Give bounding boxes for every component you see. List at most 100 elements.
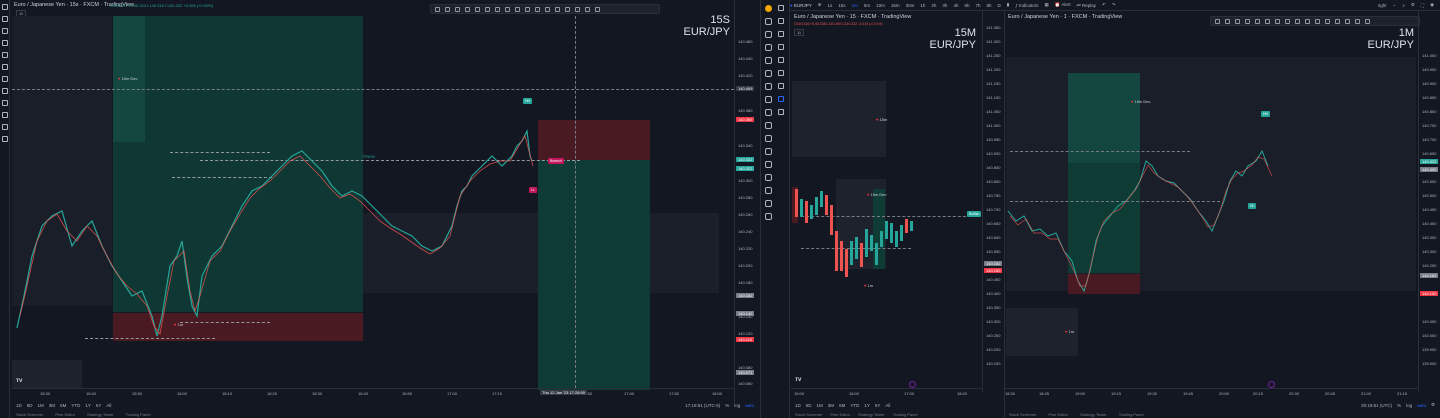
symbol-button[interactable]: ● EURJPY <box>790 2 812 8</box>
range-1m[interactable]: 1M <box>37 402 44 408</box>
channel-icon[interactable] <box>475 6 480 12</box>
brush-icon[interactable] <box>765 70 772 77</box>
range-1y[interactable]: 1Y <box>85 402 91 408</box>
range-5y[interactable]: 5Y <box>95 402 102 408</box>
eye-icon[interactable] <box>765 161 772 168</box>
grid-icon[interactable] <box>465 6 470 12</box>
settings-icon[interactable]: ⚙ <box>1430 402 1435 407</box>
grid-icon[interactable] <box>1245 18 1250 24</box>
note-icon[interactable] <box>1315 18 1320 24</box>
pattern-icon[interactable] <box>1 64 8 70</box>
arrow-icon[interactable] <box>505 6 510 12</box>
interval-7h[interactable]: 7h <box>975 2 981 8</box>
auto-toggle[interactable]: auto <box>745 402 754 408</box>
add-symbol-icon[interactable]: ⊕ <box>817 2 822 7</box>
interval-4h[interactable]: 4h <box>953 2 959 8</box>
pattern-icon[interactable] <box>765 57 772 64</box>
goto-realtime-icon[interactable] <box>909 381 916 388</box>
note-icon[interactable] <box>535 6 540 12</box>
alert-icon[interactable] <box>765 187 772 194</box>
layers-icon[interactable] <box>765 200 772 207</box>
zoom-icon[interactable] <box>1 88 8 94</box>
interval-1m[interactable]: 1m <box>851 2 858 8</box>
settings-icon[interactable] <box>765 213 772 220</box>
tab-stock-screener[interactable]: Stock Screener <box>795 412 823 417</box>
chart-type-icon[interactable]: ▮ <box>1006 2 1010 7</box>
emoji-icon[interactable] <box>575 6 580 12</box>
bell-icon[interactable] <box>778 83 784 89</box>
range-6m[interactable]: 6M <box>839 402 846 408</box>
path-icon[interactable] <box>1275 18 1280 24</box>
bar-icon[interactable] <box>525 6 530 12</box>
range-3m[interactable]: 3M <box>48 402 56 408</box>
tab-trading-panel[interactable]: Trading Panel <box>1118 412 1144 417</box>
goto-realtime-icon[interactable] <box>1268 381 1275 388</box>
range-1d[interactable]: 1D <box>795 402 801 408</box>
price-axis[interactable]: 141.350 141.300 141.250 141.200 141.150 … <box>982 11 1004 392</box>
grip-icon[interactable] <box>435 6 440 12</box>
time-axis[interactable]: 15:30 15:40 15:50 16:00 16:10 16:20 16:3… <box>12 388 734 398</box>
range-1m[interactable]: 1M <box>816 402 823 408</box>
star-icon[interactable] <box>778 5 784 11</box>
price-axis[interactable]: 140.460 140.440 140.420 140.380 140.340 … <box>734 0 760 402</box>
tab-pine-editor[interactable]: Pine Editor <box>830 412 850 417</box>
interval-30m[interactable]: 30m <box>905 2 915 8</box>
interval-2h[interactable]: 2h <box>931 2 937 8</box>
help-icon[interactable] <box>778 109 784 115</box>
clock[interactable]: 20:19:51 (UTC) <box>1361 402 1393 408</box>
line-icon[interactable] <box>445 6 450 12</box>
time-axis[interactable]: 15:00 16:00 17:00 18:00 <box>791 388 982 398</box>
calendar-icon[interactable] <box>778 70 784 76</box>
smile-icon[interactable] <box>765 96 772 103</box>
tab-strategy-tester[interactable]: Strategy Tester <box>86 412 114 417</box>
settings-icon[interactable] <box>585 6 590 12</box>
text-icon[interactable] <box>1 52 8 58</box>
trendline-icon[interactable] <box>1 16 8 22</box>
indicators-button[interactable]: ƒ Indicators <box>1015 2 1039 8</box>
magnet-icon[interactable] <box>1 100 8 106</box>
clock[interactable]: 17:19:51 (UTC-5) <box>685 402 721 408</box>
ray-icon[interactable] <box>455 6 460 12</box>
pitchfork-icon[interactable] <box>1265 18 1270 24</box>
layout-chevron-icon[interactable]: ⌄ <box>1392 2 1397 7</box>
range-5d[interactable]: 5D <box>26 402 33 408</box>
interval-8h[interactable]: 8h <box>986 2 992 8</box>
brush-icon[interactable] <box>555 6 560 12</box>
layout-select[interactable]: right <box>1377 2 1387 8</box>
range-6m[interactable]: 6M <box>60 402 67 408</box>
tab-strategy-tester[interactable]: Strategy Tester <box>857 412 885 417</box>
measure-icon[interactable] <box>765 109 772 116</box>
magnet-icon[interactable] <box>765 135 772 142</box>
range-1y[interactable]: 1Y <box>864 402 870 408</box>
interval-15m[interactable]: 15m <box>890 2 900 8</box>
search-icon[interactable]: ⌕ <box>1402 2 1405 8</box>
tab-pine-editor[interactable]: Pine Editor <box>55 412 75 417</box>
range-ytd[interactable]: YTD <box>850 402 860 408</box>
percent-toggle[interactable]: % <box>725 402 730 408</box>
interval-3h[interactable]: 3h <box>942 2 948 8</box>
interval-1s[interactable]: 1s <box>827 2 833 8</box>
text-icon[interactable] <box>765 83 772 90</box>
trash-icon[interactable] <box>765 174 772 181</box>
watchlist-icon[interactable] <box>778 18 784 24</box>
interval-15s[interactable]: 15s <box>838 2 846 8</box>
channel-icon[interactable] <box>1255 18 1260 24</box>
bulb-icon[interactable] <box>778 57 784 63</box>
tab-trading-panel[interactable]: Trading Panel <box>892 412 918 417</box>
clock-icon[interactable] <box>778 31 784 37</box>
trendline-icon[interactable] <box>765 31 772 38</box>
undo-icon[interactable]: ↶ <box>1101 2 1106 7</box>
price-axis[interactable]: 141.000 140.950 140.900 140.850 140.800 … <box>1418 11 1440 392</box>
interval-1h[interactable]: 1h <box>920 2 926 8</box>
tab-stock-screener[interactable]: Stock Screener <box>16 412 44 417</box>
ray-icon[interactable] <box>1235 18 1240 24</box>
range-3m[interactable]: 3M <box>827 402 835 408</box>
floating-draw-toolbar[interactable] <box>430 4 660 14</box>
redo-icon[interactable]: ↷ <box>1111 2 1116 7</box>
floating-draw-toolbar[interactable] <box>1210 16 1420 26</box>
brush-icon[interactable] <box>1 40 8 46</box>
brush-icon[interactable] <box>1335 18 1340 24</box>
drawing-toolbar[interactable] <box>0 0 10 418</box>
interval-5m[interactable]: 5m <box>863 2 871 8</box>
trash-icon[interactable] <box>1 136 8 142</box>
